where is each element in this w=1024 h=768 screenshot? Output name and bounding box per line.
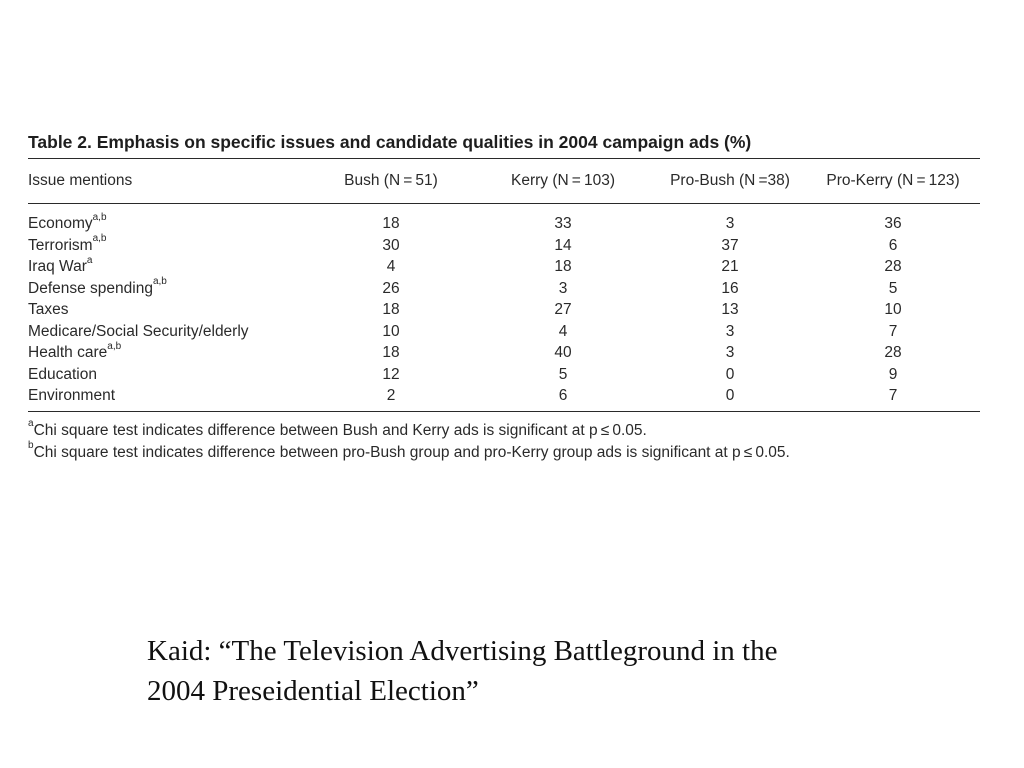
pro-kerry-value: 10 xyxy=(884,301,902,318)
issue-label: Health care xyxy=(28,344,108,361)
bush-value: 10 xyxy=(382,322,400,340)
pro-kerry-value: 7 xyxy=(888,387,898,404)
kerry-value: 33 xyxy=(554,215,572,232)
citation-line-1: Kaid: “The Television Advertising Battle… xyxy=(147,635,778,667)
footnotes: aChi square test indicates difference be… xyxy=(28,412,980,464)
issue-label: Taxes xyxy=(28,301,69,318)
table-container: Table 2. Emphasis on specific issues and… xyxy=(28,126,980,464)
pro-bush-value: 13 xyxy=(721,301,739,318)
table-row: Defense spendinga,b 26 3 16 5 xyxy=(28,276,980,300)
issue-label: Defense spending xyxy=(28,279,153,297)
footnote-b: bChi square test indicates difference be… xyxy=(28,440,980,464)
significance-marker: a,b xyxy=(92,211,107,223)
kerry-value: 6 xyxy=(558,387,568,404)
table-body: Economya,b 18 33 3 36 Terrorisma,b 30 14 37 6 Iraq… xyxy=(28,204,980,411)
issue-cell: Terrorisma,b xyxy=(28,233,310,257)
issue-cell: Education xyxy=(28,364,310,386)
bush-value: 12 xyxy=(382,365,400,383)
issue-cell: Iraq Wara xyxy=(28,254,310,278)
top-rule xyxy=(28,158,980,159)
pro-bush-value: 3 xyxy=(725,344,735,361)
issue-cell: Taxes xyxy=(28,299,310,321)
column-header-pro-bush: Pro-Bush (N =38) xyxy=(670,172,790,189)
footnote-text: Chi square test indicates difference bet… xyxy=(33,443,790,461)
kerry-value: 40 xyxy=(554,344,572,361)
significance-marker: a,b xyxy=(152,276,167,288)
footnote-marker: a xyxy=(28,418,34,430)
table-row: Terrorisma,b 30 14 37 6 xyxy=(28,233,980,257)
table-row: Medicare/Social Security/elderly 10 4 3 7 xyxy=(28,321,980,343)
header-row: Issue mentions Bush (N = 51) Kerry (N = … xyxy=(28,159,980,204)
issue-label: Education xyxy=(28,365,97,383)
table-title: Table 2. Emphasis on specific issues and… xyxy=(28,132,752,152)
table-row: Health carea,b 18 40 3 28 xyxy=(28,340,980,364)
column-header-kerry: Kerry (N = 103) xyxy=(511,172,615,189)
pro-bush-value: 16 xyxy=(721,279,739,297)
footnote-a: aChi square test indicates difference be… xyxy=(28,418,980,442)
column-header-pro-kerry: Pro-Kerry (N = 123) xyxy=(826,172,960,189)
kerry-value: 4 xyxy=(558,322,568,340)
pro-kerry-value: 36 xyxy=(884,215,902,232)
bush-value: 4 xyxy=(386,258,396,275)
kerry-value: 14 xyxy=(554,236,572,254)
bottom-rule xyxy=(28,410,980,412)
citation-line-2: 2004 Preseidential Election” xyxy=(147,675,479,707)
significance-marker: a,b xyxy=(107,340,122,352)
bush-value: 18 xyxy=(382,215,400,232)
issue-cell: Defense spendinga,b xyxy=(28,276,310,300)
pro-kerry-value: 6 xyxy=(888,236,898,254)
issue-label: Economy xyxy=(28,215,93,232)
bush-value: 18 xyxy=(382,344,400,361)
issue-cell: Economya,b xyxy=(28,204,310,235)
kerry-value: 18 xyxy=(554,258,572,275)
significance-marker: a,b xyxy=(92,233,107,245)
pro-kerry-value: 28 xyxy=(884,258,902,275)
pro-bush-value: 3 xyxy=(725,215,735,232)
pro-bush-value: 0 xyxy=(725,365,735,383)
bush-value: 30 xyxy=(382,236,400,254)
kerry-value: 5 xyxy=(558,365,568,383)
issue-cell: Environment xyxy=(28,385,310,411)
table-row: Education 12 5 0 9 xyxy=(28,364,980,386)
issue-label: Iraq War xyxy=(28,258,87,275)
pro-kerry-value: 7 xyxy=(888,322,898,340)
column-header-bush: Bush (N = 51) xyxy=(344,172,438,189)
pro-bush-value: 3 xyxy=(725,322,735,340)
pro-kerry-value: 5 xyxy=(888,279,898,297)
column-header-issue: Issue mentions xyxy=(28,172,133,189)
pro-kerry-value: 28 xyxy=(884,344,902,361)
bush-value: 18 xyxy=(382,301,400,318)
pro-bush-value: 21 xyxy=(721,258,739,275)
issue-label: Medicare/Social Security/elderly xyxy=(28,322,249,340)
table-row: Environment 2 6 0 7 xyxy=(28,385,980,411)
pro-bush-value: 37 xyxy=(721,236,739,254)
kerry-value: 3 xyxy=(558,279,568,297)
issue-label: Environment xyxy=(28,387,116,404)
footnote-text: Chi square test indicates difference bet… xyxy=(33,421,647,439)
pro-bush-value: 0 xyxy=(725,387,735,404)
citation: Kaid: “The Television Advertising Battle… xyxy=(147,631,947,711)
table-row: Taxes 18 27 13 10 xyxy=(28,299,980,321)
issue-cell: Medicare/Social Security/elderly xyxy=(28,321,310,343)
table-header: Issue mentions Bush (N = 51) Kerry (N = … xyxy=(28,159,980,204)
issues-table: Issue mentions Bush (N = 51) Kerry (N = … xyxy=(28,159,980,411)
bush-value: 2 xyxy=(386,387,396,404)
bush-value: 26 xyxy=(382,279,400,297)
footnote-marker: b xyxy=(28,440,34,452)
pro-kerry-value: 9 xyxy=(888,365,898,383)
significance-marker: a xyxy=(86,254,93,266)
issue-cell: Health carea,b xyxy=(28,340,310,364)
issue-label: Terrorism xyxy=(28,236,93,254)
kerry-value: 27 xyxy=(554,301,572,318)
table-row: Iraq Wara 4 18 21 28 xyxy=(28,254,980,278)
table-row: Economya,b 18 33 3 36 xyxy=(28,204,980,235)
